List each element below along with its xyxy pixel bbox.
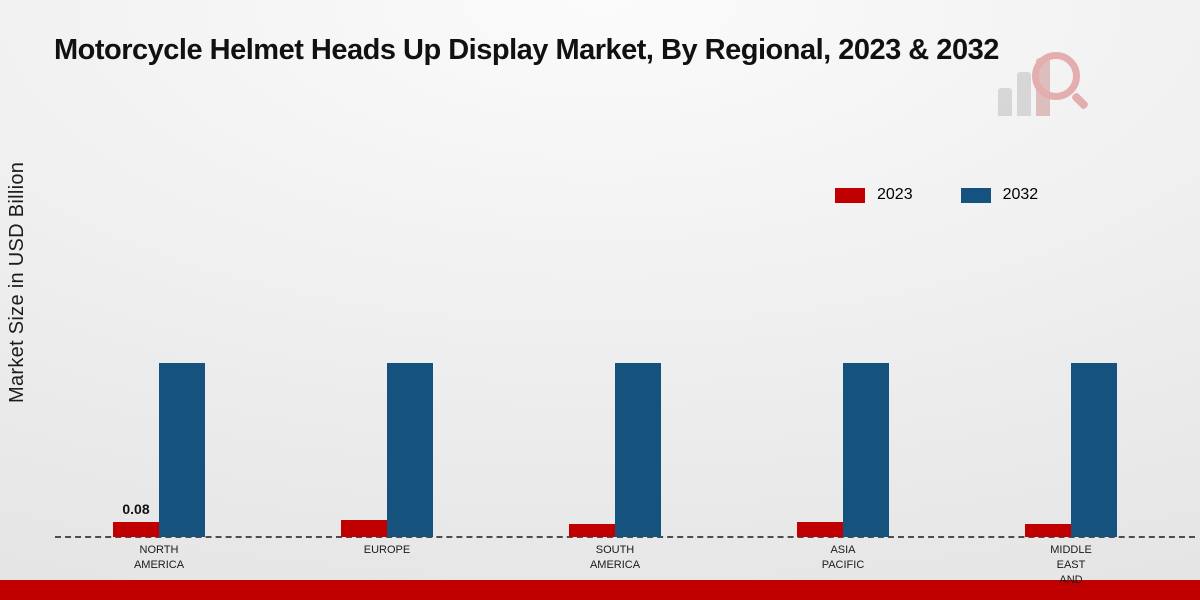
bar-2032-category-0 bbox=[159, 363, 205, 537]
x-axis-baseline bbox=[55, 536, 1195, 538]
bar-2023-category-4 bbox=[1025, 524, 1071, 537]
bar-value-label: 0.08 bbox=[122, 501, 150, 517]
x-axis-category-label: SOUTH AMERICA bbox=[589, 544, 641, 571]
x-axis-category-label: MIDDLE EAST AND bbox=[1050, 544, 1092, 586]
legend-item-2032: 2032 bbox=[960, 186, 1039, 204]
watermark-magnifier-icon bbox=[1032, 52, 1080, 100]
bar-2023-category-1 bbox=[341, 520, 387, 537]
legend-label-2023: 2023 bbox=[877, 186, 913, 203]
bar-2032-category-4 bbox=[1071, 363, 1117, 537]
bar-2023-category-0 bbox=[113, 522, 159, 537]
chart-title: Motorcycle Helmet Heads Up Display Marke… bbox=[54, 34, 999, 66]
x-axis-category-label: ASIA PACIFIC bbox=[821, 544, 865, 571]
plot-area: 0.08 bbox=[45, 0, 1185, 537]
footer-band bbox=[0, 580, 1200, 600]
x-axis-labels: NORTH AMERICA EUROPE SOUTH AMERICA ASIA PAC… bbox=[45, 543, 1185, 600]
legend-swatch-2032 bbox=[960, 187, 991, 203]
bar-2032-category-3 bbox=[843, 363, 889, 537]
legend-item-2023: 2023 bbox=[835, 186, 913, 204]
y-axis-title: Market Size in USD Billion bbox=[6, 161, 28, 403]
bar-2023-category-3 bbox=[797, 522, 843, 537]
x-axis-category-label: EUROPE bbox=[363, 544, 411, 556]
bar-2023-category-2 bbox=[569, 524, 615, 537]
watermark-logo bbox=[998, 52, 1090, 118]
bar-2032-category-1 bbox=[387, 363, 433, 537]
bar-2032-category-2 bbox=[615, 363, 661, 537]
legend: 2023 2032 bbox=[835, 186, 1038, 204]
legend-label-2032: 2032 bbox=[1002, 186, 1039, 203]
legend-swatch-2023 bbox=[835, 187, 865, 203]
x-axis-category-label: NORTH AMERICA bbox=[133, 544, 185, 571]
